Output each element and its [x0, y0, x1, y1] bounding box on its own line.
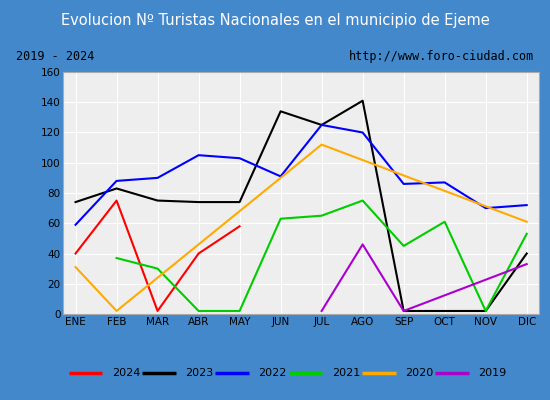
Text: 2020: 2020 — [405, 368, 433, 378]
Text: 2024: 2024 — [112, 368, 140, 378]
Text: Evolucion Nº Turistas Nacionales en el municipio de Ejeme: Evolucion Nº Turistas Nacionales en el m… — [60, 14, 490, 28]
Text: 2023: 2023 — [185, 368, 213, 378]
Text: 2022: 2022 — [258, 368, 287, 378]
Text: http://www.foro-ciudad.com: http://www.foro-ciudad.com — [349, 50, 534, 63]
Text: 2019 - 2024: 2019 - 2024 — [16, 50, 95, 63]
Text: 2021: 2021 — [332, 368, 360, 378]
Text: 2019: 2019 — [478, 368, 507, 378]
